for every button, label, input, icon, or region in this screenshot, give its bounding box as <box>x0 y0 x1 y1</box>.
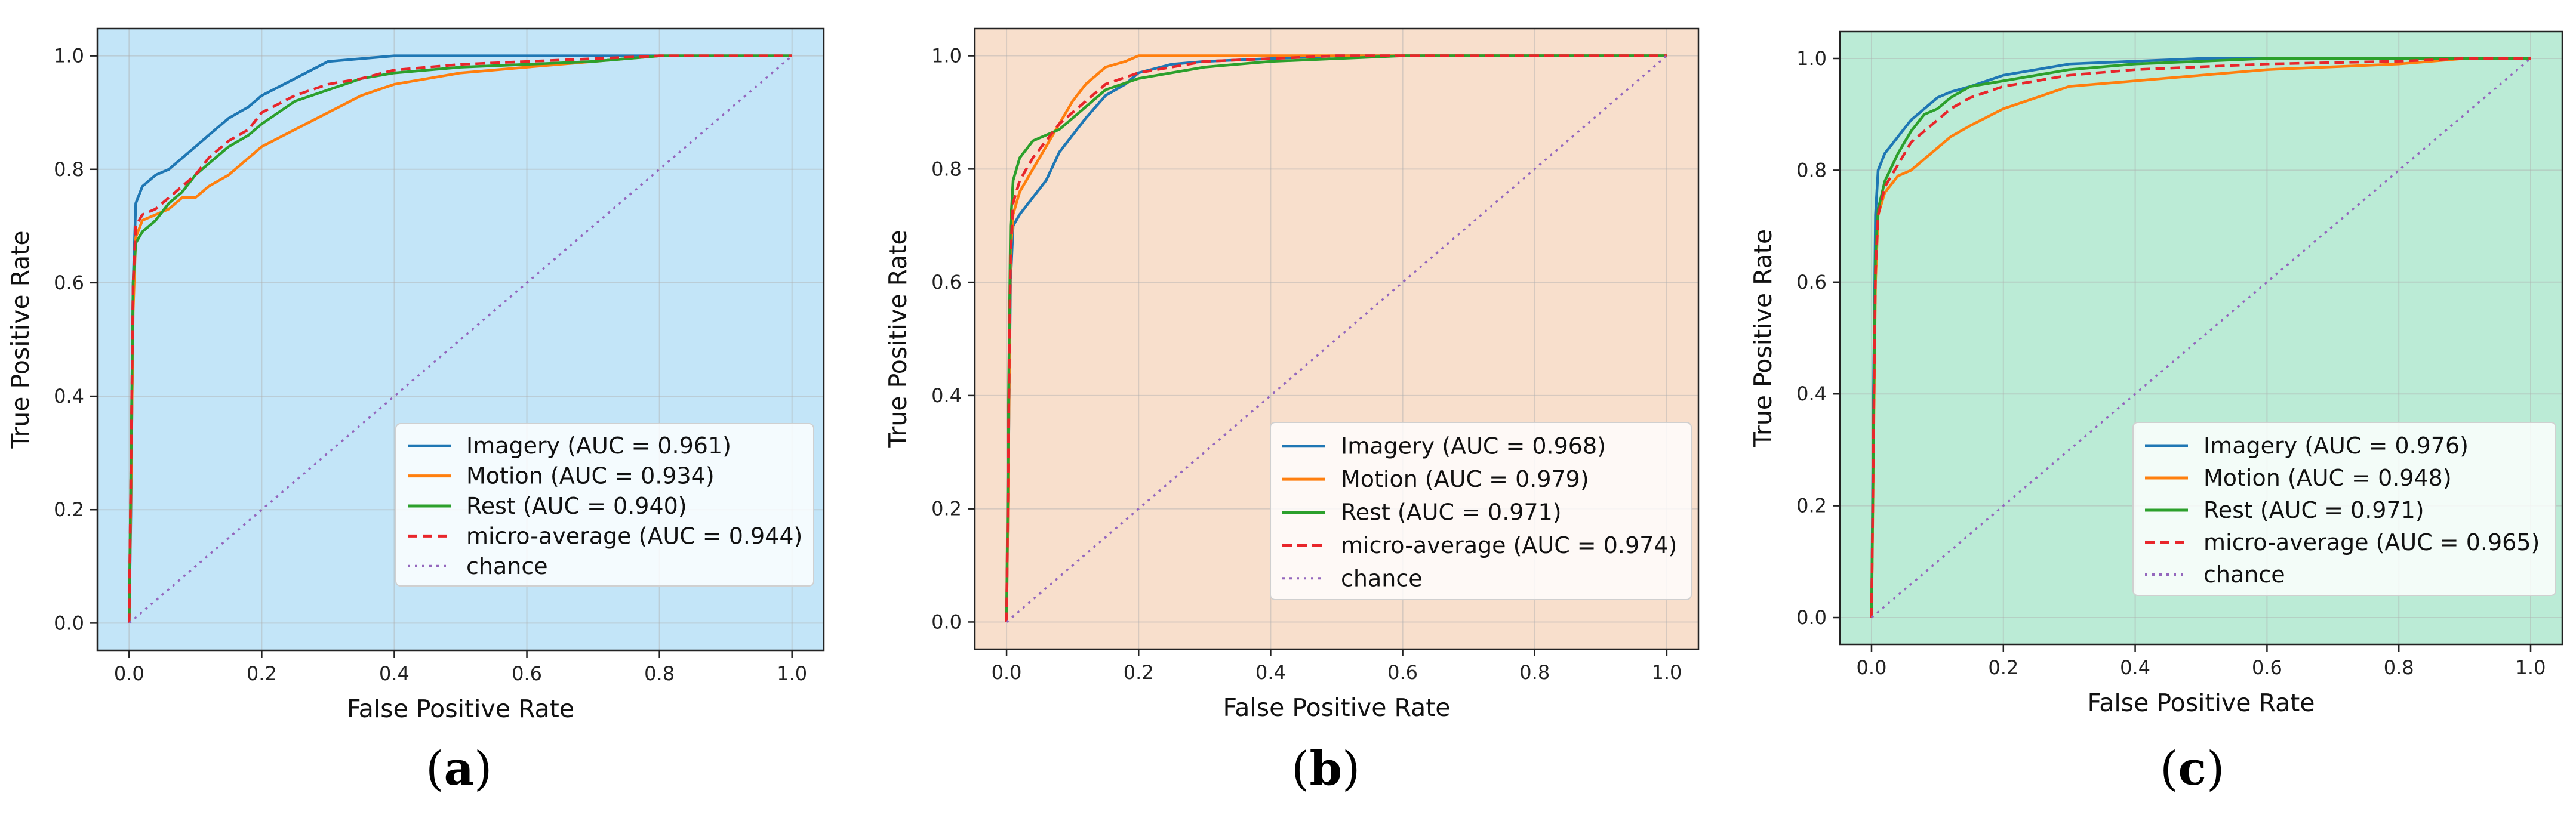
x-tick-label: 1.0 <box>1651 661 1682 684</box>
x-tick-label: 0.6 <box>2252 656 2282 679</box>
series-line-chance <box>128 55 793 624</box>
y-tick-label: 0.0 <box>1796 606 1827 629</box>
legend-label: Imagery (AUC = 0.968) <box>1341 433 1606 459</box>
roc-panel-b: 0.0 0.0 0.2 0.2 0.4 0.4 0.6 0.6 0.8 0.8 1.0 1.0 Fals… <box>884 27 1700 796</box>
panel-label: (c) <box>2160 742 2224 796</box>
x-tick-label: 0.4 <box>1255 661 1286 684</box>
x-tick-label: 0.0 <box>1857 656 1887 679</box>
series-line-chance <box>1870 57 2532 619</box>
x-tick-label: 0.2 <box>247 662 277 685</box>
y-tick-label: 1.0 <box>54 45 84 67</box>
y-axis-label: True Positive Rate <box>1749 229 1777 447</box>
series-line-micro-average <box>1005 54 1667 622</box>
y-tick-label: 0.8 <box>931 158 962 180</box>
series-line-rest <box>1005 54 1667 622</box>
series-line-motion <box>128 54 792 623</box>
series-line-imagery <box>128 54 792 623</box>
legend-box <box>2132 422 2556 596</box>
x-tick-label: 0.0 <box>114 662 144 685</box>
y-tick-label: 0.6 <box>1796 271 1827 294</box>
series-line-micro-average <box>128 54 792 623</box>
x-tick-label: 0.8 <box>1519 661 1550 684</box>
series-line-rest <box>128 54 792 623</box>
y-tick-label: 0.2 <box>54 498 84 521</box>
x-tick-label: 0.0 <box>992 661 1022 684</box>
y-axis-label: True Positive Rate <box>884 230 912 448</box>
plot-frame <box>1839 30 2563 646</box>
series-line-micro-average <box>1870 57 2531 618</box>
y-tick-label: 0.2 <box>931 498 962 520</box>
y-tick-label: 0.8 <box>1796 159 1827 181</box>
legend-label: Imagery (AUC = 0.961) <box>466 433 731 459</box>
legend-label: Motion (AUC = 0.934) <box>466 463 715 489</box>
roc-panel-a: 0.0 0.0 0.2 0.2 0.4 0.4 0.6 0.6 0.8 0.8 1.0 1.0 Fals… <box>6 27 825 796</box>
series-line-rest <box>1870 57 2531 618</box>
y-tick-label: 0.4 <box>1796 382 1827 405</box>
x-tick-label: 0.6 <box>512 662 542 685</box>
y-tick-label: 0.0 <box>54 612 84 634</box>
y-tick-label: 1.0 <box>931 45 962 67</box>
x-tick-label: 0.4 <box>379 662 410 685</box>
legend-label: chance <box>2203 561 2285 588</box>
x-tick-label: 0.6 <box>1387 661 1418 684</box>
x-axis-label: False Positive Rate <box>347 694 574 723</box>
legend-label: Rest (AUC = 0.971) <box>2203 497 2424 523</box>
legend-label: Rest (AUC = 0.971) <box>1341 499 1562 526</box>
x-tick-label: 0.2 <box>1988 656 2018 679</box>
legend-label: Motion (AUC = 0.948) <box>2203 465 2452 491</box>
y-tick-label: 0.4 <box>931 384 962 407</box>
legend-label: Imagery (AUC = 0.976) <box>2203 433 2469 459</box>
panel-label: (a) <box>426 742 492 796</box>
legend-box <box>395 423 814 587</box>
y-tick-label: 0.8 <box>54 158 84 181</box>
legend-label: micro-average (AUC = 0.965) <box>2203 529 2540 555</box>
y-tick-label: 0.6 <box>931 271 962 294</box>
y-tick-label: 0.2 <box>1796 495 1827 517</box>
x-tick-label: 0.4 <box>2120 656 2150 679</box>
roc-panel-c: 0.0 0.0 0.2 0.2 0.4 0.4 0.6 0.6 0.8 0.8 1.0 1.0 Fals… <box>1749 30 2563 796</box>
legend-label: chance <box>1341 565 1423 591</box>
plot-frame <box>96 27 825 652</box>
legend: Imagery (AUC = 0.968) Motion (AUC = 0.979… <box>1270 422 1692 600</box>
series-line-imagery <box>1870 57 2531 618</box>
plot-frame <box>974 27 1700 650</box>
x-tick-label: 0.2 <box>1124 661 1154 684</box>
series-line-chance <box>1005 55 1668 623</box>
legend-label: micro-average (AUC = 0.944) <box>466 523 802 549</box>
x-axis-label: False Positive Rate <box>1223 693 1450 722</box>
legend: Imagery (AUC = 0.976) Motion (AUC = 0.948… <box>2132 422 2556 596</box>
legend-label: chance <box>466 553 548 579</box>
y-tick-label: 0.6 <box>54 271 84 294</box>
legend-label: Rest (AUC = 0.940) <box>466 493 687 519</box>
legend-label: micro-average (AUC = 0.974) <box>1341 532 1677 558</box>
x-axis-label: False Positive Rate <box>2087 689 2315 717</box>
legend-box <box>1270 422 1692 600</box>
x-tick-label: 0.8 <box>644 662 675 685</box>
y-tick-label: 0.0 <box>931 610 962 633</box>
x-tick-label: 1.0 <box>777 662 807 685</box>
y-tick-label: 1.0 <box>1796 47 1827 70</box>
y-tick-label: 0.4 <box>54 385 84 408</box>
x-tick-label: 1.0 <box>2516 656 2546 679</box>
y-axis-label: True Positive Rate <box>6 230 35 449</box>
panel-label: (b) <box>1291 742 1360 796</box>
legend-label: Motion (AUC = 0.979) <box>1341 466 1589 492</box>
x-tick-label: 0.8 <box>2384 656 2414 679</box>
legend: Imagery (AUC = 0.961) Motion (AUC = 0.934… <box>395 423 814 587</box>
